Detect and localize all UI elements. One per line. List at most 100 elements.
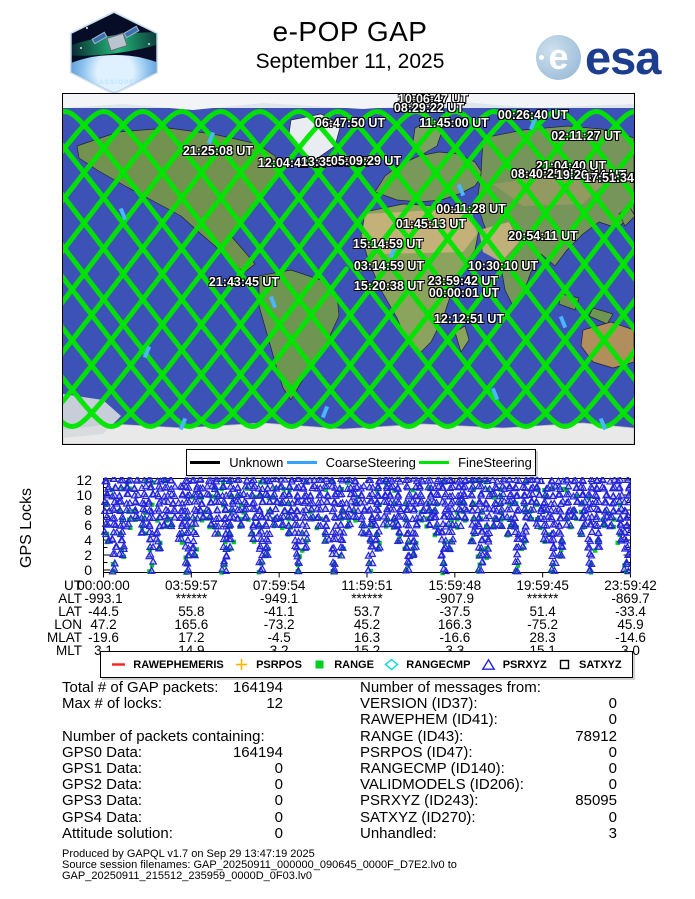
pass-time-label: 10:30:10 UT bbox=[467, 259, 539, 273]
stat-row: PSRXYZ (ID243): 85095 bbox=[360, 793, 617, 809]
stat-value: 0 bbox=[274, 808, 283, 826]
legend-label: CoarseSteering bbox=[325, 455, 416, 470]
stat-label: Attitude solution: bbox=[62, 824, 173, 842]
marker-legend-item: PSRXYZ bbox=[481, 658, 547, 671]
gps-locks-plot bbox=[100, 477, 631, 578]
stat-row: RANGE (ID43): 78912 bbox=[360, 727, 617, 745]
axis-tick-value: -869.7 bbox=[611, 591, 650, 606]
axis-row-name: MLAT bbox=[46, 630, 82, 645]
stat-label: VERSION (ID37): bbox=[360, 695, 478, 713]
pass-time-label: 17:51:34 UT bbox=[583, 171, 634, 185]
marker-legend-label: RANGECMP bbox=[406, 658, 471, 671]
title-block: e-POP GAP September 11, 2025 bbox=[150, 16, 550, 74]
axis-tick-value: 11:59:51 bbox=[341, 578, 393, 593]
esa-wordmark: esa bbox=[585, 30, 661, 84]
pass-time-label: 00:11:28 UT bbox=[436, 202, 506, 216]
marker-legend: RAWEPHEMERIS PSRPOS RANGE RANGECMP PSRXYZ SAT… bbox=[100, 651, 633, 678]
marker-legend-label: PSRXYZ bbox=[502, 658, 547, 671]
pass-time-label: 02:11:27 UT bbox=[551, 129, 621, 143]
y-tick-label: 2 bbox=[84, 547, 92, 563]
axis-tick-value: 51.4 bbox=[529, 604, 556, 619]
stat-value: 12 bbox=[266, 695, 283, 713]
map-svg bbox=[63, 94, 634, 444]
axis-row-name: UT bbox=[64, 578, 82, 593]
axis-tick-value: -14.6 bbox=[615, 630, 646, 645]
marker-legend-label: SATXYZ bbox=[579, 658, 622, 671]
axis-tick-value: -4.5 bbox=[267, 630, 291, 645]
axis-tick-value: 00:00:00 bbox=[77, 578, 130, 593]
legend-line-swatch bbox=[419, 461, 450, 464]
stat-label: GPS2 Data: bbox=[62, 776, 143, 794]
esa-globe-icon: e bbox=[536, 34, 581, 80]
pass-time-label: 00:00:01 UT bbox=[428, 286, 500, 300]
pass-time-label: 19:26:44 UT bbox=[555, 168, 627, 182]
steering-legend-item: CoarseSteering bbox=[286, 455, 416, 470]
dash-marker-icon bbox=[112, 663, 126, 666]
stat-value: 78912 bbox=[575, 727, 617, 745]
legend-label: Unknown bbox=[229, 455, 284, 470]
stat-label: GPS3 Data: bbox=[62, 792, 143, 810]
earth-graphic bbox=[71, 55, 157, 93]
stat-label: VALIDMODELS (ID206): bbox=[360, 776, 524, 794]
stat-label: Total # of GAP packets: bbox=[62, 679, 219, 696]
filled-square-marker-icon bbox=[315, 660, 324, 669]
footer-line: GAP_20250911_215512_235959_0000D_0F03.lv… bbox=[62, 869, 312, 882]
stat-row: PSRPOS (ID47): 0 bbox=[360, 743, 617, 761]
stat-value: 0 bbox=[608, 776, 617, 794]
legend-line-swatch bbox=[286, 461, 317, 464]
stat-row: VERSION (ID37): 0 bbox=[360, 695, 617, 713]
axis-tick-value: -949.1 bbox=[260, 591, 299, 606]
stat-value: 0 bbox=[274, 824, 283, 842]
axis-tick-value: 45.2 bbox=[353, 617, 381, 632]
y-tick-label: 0 bbox=[84, 562, 92, 578]
stat-label: Number of messages from: bbox=[360, 679, 541, 696]
axis-tick-value: 16.3 bbox=[353, 630, 381, 645]
axis-tick-value: -16.6 bbox=[439, 630, 471, 645]
axis-row-name: LON bbox=[54, 617, 82, 632]
legend-line-swatch bbox=[190, 461, 221, 464]
axis-tick-value: -44.5 bbox=[88, 604, 119, 619]
marker-legend-label: PSRPOS bbox=[256, 658, 302, 671]
marker-legend-item: RAWEPHEMERIS bbox=[111, 658, 224, 671]
star-dot bbox=[86, 27, 88, 29]
pass-time-label: 12:04:42 UT bbox=[257, 156, 329, 170]
steering-legend-item: FineSteering bbox=[419, 455, 532, 470]
pass-time-label: 03:14:59 UT bbox=[353, 259, 425, 273]
stat-row bbox=[62, 712, 283, 728]
axis-tick-value: 47.2 bbox=[90, 617, 117, 632]
axis-tick-value: ****** bbox=[175, 591, 208, 606]
axis-tick-value: 17.2 bbox=[178, 630, 205, 645]
marker-legend-item: RANGECMP bbox=[384, 658, 470, 671]
footer-text: Produced by GAPQL v1.7 on Sep 29 13:47:1… bbox=[62, 849, 662, 881]
esa-globe-dot bbox=[539, 54, 544, 60]
axis-tick-value: -993.1 bbox=[84, 591, 123, 606]
pass-time-label: 05:09:29 UT bbox=[330, 154, 402, 168]
stat-label: PSRXYZ (ID243): bbox=[360, 792, 479, 810]
pass-time-label: 15:20:38 UT bbox=[353, 279, 425, 293]
axis-row-name: LAT bbox=[58, 604, 82, 619]
esa-globe-e: e bbox=[548, 35, 569, 77]
stat-value: 0 bbox=[608, 808, 617, 826]
stat-row: SATXYZ (ID270): 0 bbox=[360, 808, 617, 826]
gps-locks-axis-label: GPS Locks bbox=[18, 487, 35, 568]
axis-tick-value: -37.5 bbox=[439, 604, 471, 619]
stat-label: PSRPOS (ID47): bbox=[360, 743, 473, 761]
stat-value: 85095 bbox=[575, 792, 617, 810]
stat-row: Unhandled: 3 bbox=[360, 825, 617, 842]
axis-tick-value: 23:59:42 bbox=[604, 578, 657, 593]
stat-row: GPS3 Data: 0 bbox=[62, 793, 283, 809]
stat-row: VALIDMODELS (ID206): 0 bbox=[360, 776, 617, 794]
axis-tick-value: 15:59:48 bbox=[428, 578, 482, 593]
axis-tick-value: 03:59:57 bbox=[165, 578, 218, 593]
y-tick-label: 10 bbox=[76, 487, 92, 503]
axis-tick-value: -75.2 bbox=[527, 617, 559, 632]
stat-row: Number of messages from: bbox=[360, 679, 617, 696]
pass-time-label: 21:25:08 UT bbox=[182, 144, 254, 158]
stat-row: Number of packets containing: bbox=[62, 728, 283, 745]
stat-value: 0 bbox=[608, 711, 617, 729]
marker-legend-label: RANGE bbox=[334, 658, 374, 671]
steering-legend-item: Unknown bbox=[190, 455, 283, 470]
axis-tick-value: 53.7 bbox=[353, 604, 381, 619]
pass-time-label: 13:35:05 UT bbox=[300, 155, 372, 169]
stat-label: RANGECMP (ID140): bbox=[360, 759, 505, 777]
